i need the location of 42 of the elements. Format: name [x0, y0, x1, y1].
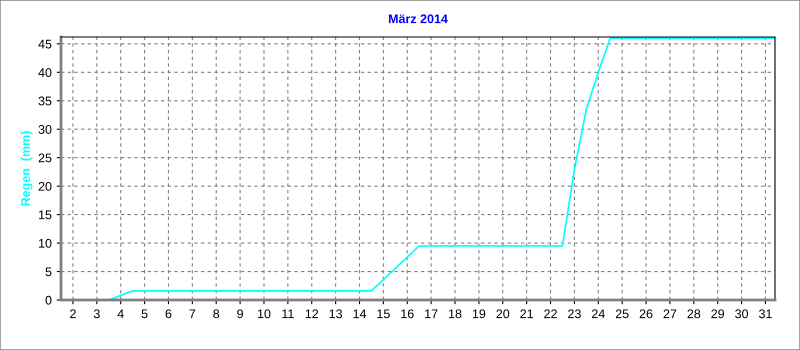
- x-tick-label: 14: [353, 309, 366, 318]
- x-tick-label: 13: [330, 309, 342, 318]
- x-tick-label: 7: [190, 309, 196, 318]
- y-tick-label: 45: [38, 40, 52, 48]
- x-tick-label: 17: [425, 309, 438, 318]
- x-tick-label: 16: [401, 309, 414, 318]
- y-tick-label: 20: [38, 182, 52, 191]
- y-tick-label: 30: [38, 125, 52, 134]
- x-tick-label: 26: [640, 309, 652, 318]
- x-tick-label: 21: [520, 309, 533, 318]
- x-tick-label: 15: [377, 309, 390, 318]
- y-axis-title: Regen (mm): [20, 131, 33, 206]
- x-tick-label: 19: [472, 309, 486, 318]
- x-tick-label: 10: [258, 309, 270, 318]
- x-tick-label: 29: [711, 309, 724, 318]
- y-tick-label: 25: [38, 153, 52, 162]
- y-tick-label: 5: [46, 267, 52, 276]
- x-tick-label: 8: [213, 309, 220, 318]
- x-tick-label: 3: [94, 309, 100, 318]
- chart-title: März 2014: [388, 14, 448, 24]
- x-tick-label: 28: [687, 309, 700, 318]
- x-tick-label: 22: [544, 309, 557, 318]
- y-tick-label: 15: [39, 210, 52, 220]
- x-tick-label: 25: [616, 309, 629, 318]
- x-tick-label: 24: [592, 309, 605, 318]
- x-tick-label: 23: [568, 309, 581, 318]
- x-tick-label: 4: [118, 309, 124, 318]
- x-tick-label: 9: [237, 309, 243, 318]
- y-tick-label: 40: [38, 68, 52, 77]
- y-tick-label: 35: [38, 96, 52, 106]
- x-tick-label: 2: [70, 309, 76, 318]
- y-tick-label: 0: [46, 296, 52, 305]
- x-tick-label: 27: [664, 309, 676, 318]
- y-tick-label: 10: [39, 238, 52, 248]
- x-tick-label: 12: [306, 309, 318, 318]
- x-tick-label: 18: [449, 309, 462, 318]
- x-tick-label: 6: [166, 309, 172, 318]
- x-tick-label: 30: [735, 309, 748, 318]
- x-tick-label: 5: [142, 309, 148, 318]
- x-tick-label: 31: [758, 309, 772, 318]
- x-tick-label: 20: [496, 309, 510, 318]
- x-tick-label: 11: [282, 309, 294, 318]
